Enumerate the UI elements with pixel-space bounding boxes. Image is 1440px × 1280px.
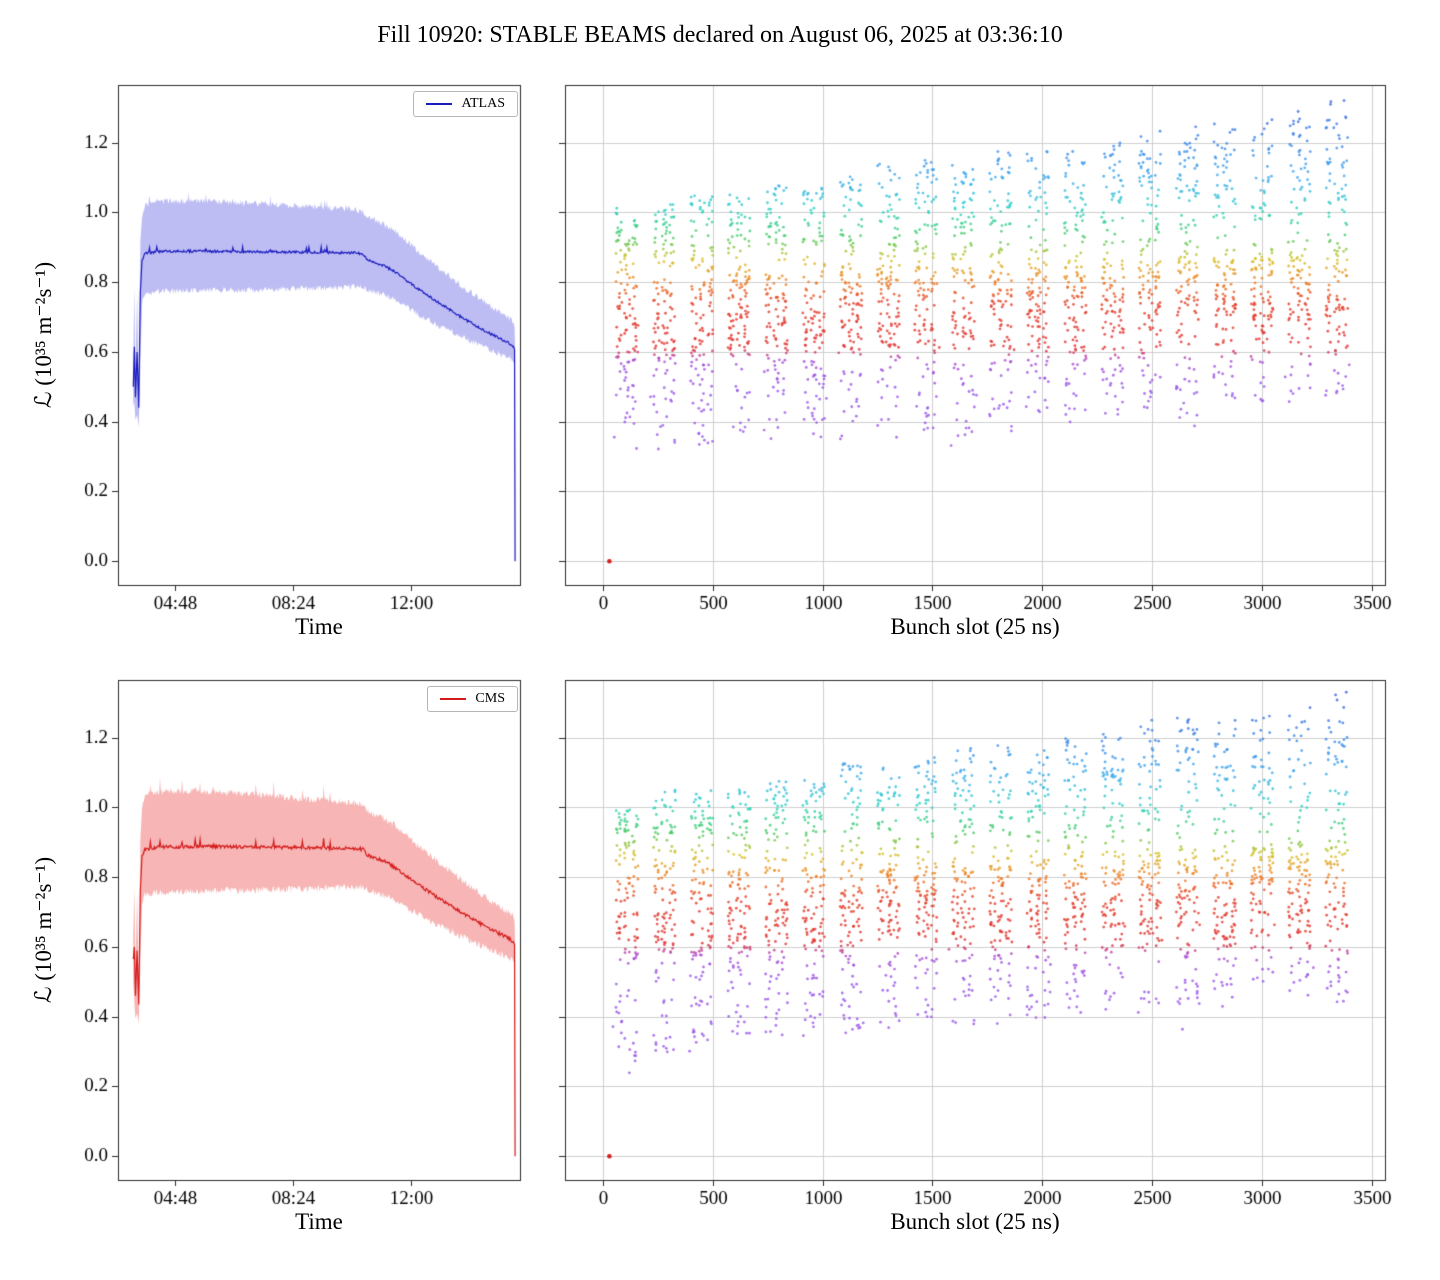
cms-legend-swatch — [440, 698, 467, 700]
cms-legend-label: CMS — [475, 691, 505, 706]
xlabel-atlas-bunch: Bunch slot (25 ns) — [890, 614, 1060, 639]
legend-cms: CMS — [427, 686, 518, 712]
atlas-legend-label: ATLAS — [461, 96, 505, 111]
figure-title: Fill 10920: STABLE BEAMS declared on Aug… — [377, 22, 1063, 48]
ylabel-atlas-time: ℒ (10³⁵ m⁻²s⁻¹) — [31, 261, 56, 409]
atlas-legend-swatch — [426, 103, 453, 105]
xlabel-atlas-time: Time — [295, 614, 343, 639]
xlabel-cms-bunch: Bunch slot (25 ns) — [890, 1209, 1060, 1234]
xlabel-cms-time: Time — [295, 1209, 343, 1234]
ylabel-cms-time: ℒ (10³⁵ m⁻²s⁻¹) — [31, 856, 56, 1004]
legend-atlas: ATLAS — [413, 91, 518, 117]
